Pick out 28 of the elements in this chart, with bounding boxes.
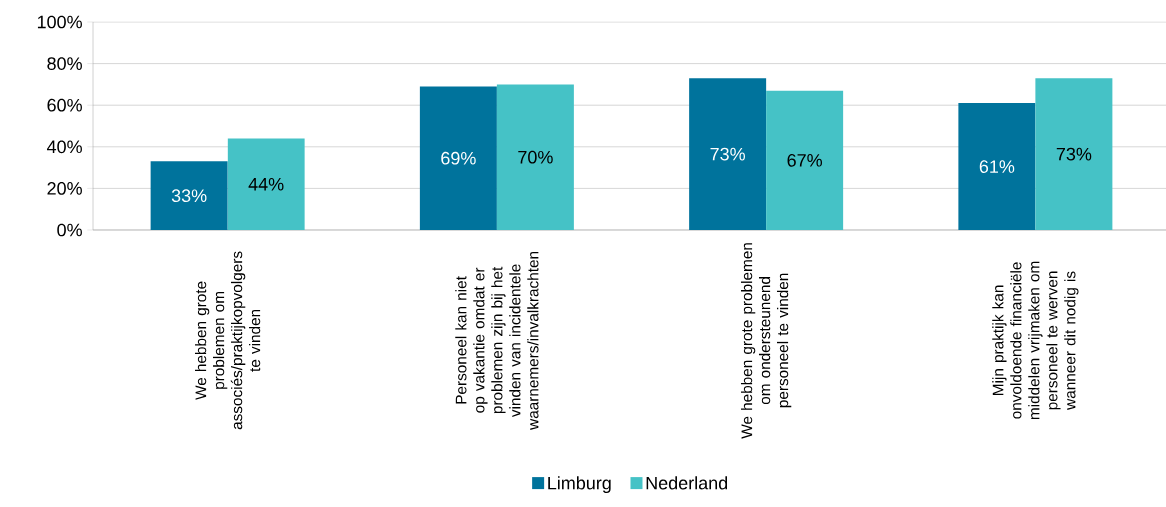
y-tick-label: 100% bbox=[37, 15, 82, 29]
y-tick-label: 80% bbox=[47, 57, 82, 70]
bar bbox=[1035, 78, 1113, 230]
data-label: 67% bbox=[787, 153, 823, 167]
x-tick-label: We hebben grote problemen om associés/praktijkopvolgers te vinden bbox=[195, 251, 261, 430]
y-tick-label: 0% bbox=[57, 223, 82, 237]
legend-label: Nederland bbox=[646, 476, 728, 490]
bar bbox=[227, 138, 305, 230]
data-label: 69% bbox=[441, 151, 476, 165]
bar bbox=[419, 86, 497, 230]
y-tick-label: 60% bbox=[47, 98, 82, 112]
data-label: 61% bbox=[979, 160, 1015, 173]
bar bbox=[150, 161, 228, 230]
bar bbox=[689, 78, 767, 230]
data-label: 73% bbox=[1056, 147, 1092, 161]
data-label: 44% bbox=[248, 177, 284, 191]
bar bbox=[496, 84, 574, 230]
y-tick-label: 20% bbox=[47, 182, 82, 195]
x-tick-label: We hebben grote problemen om ondersteunend personeel te vinden bbox=[740, 243, 792, 439]
data-label: 70% bbox=[518, 150, 553, 164]
bar bbox=[766, 90, 844, 230]
data-label: 33% bbox=[171, 189, 207, 203]
legend-label: Limburg bbox=[548, 476, 611, 494]
y-tick-label: 40% bbox=[46, 140, 82, 154]
x-tick-label: Personeel kan niet op vakantie omdat er problemen zijn bij het vinden van incidentele waarnemers/invalkrachten bbox=[455, 251, 539, 430]
data-label: 73% bbox=[710, 147, 745, 161]
x-tick-label: Mijn praktijk kan onvoldoende financiële middelen vrijmaken om personeel te werven wanneer dit nodig is bbox=[992, 261, 1079, 420]
bar bbox=[958, 103, 1036, 230]
